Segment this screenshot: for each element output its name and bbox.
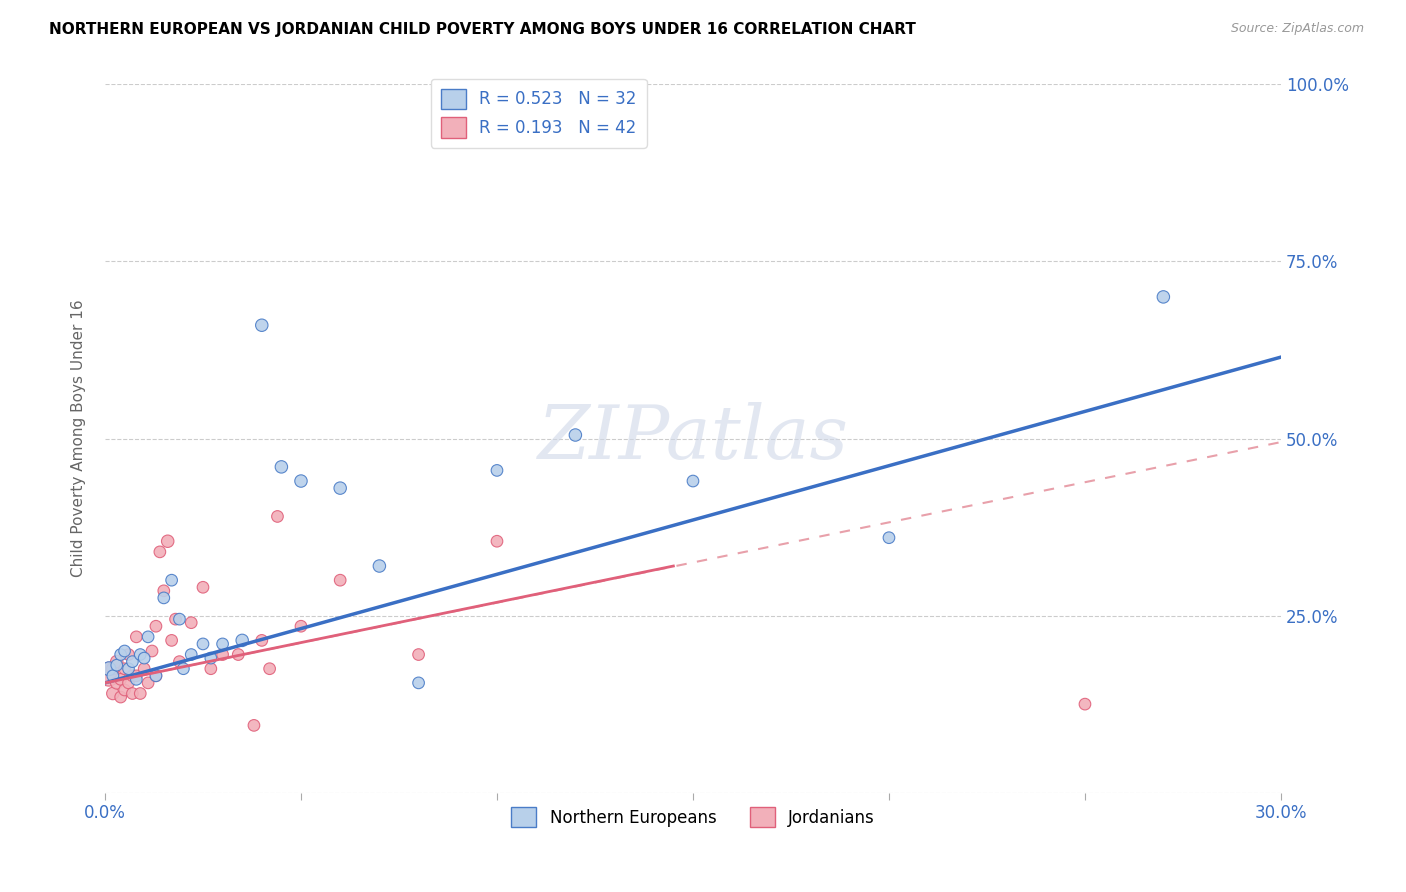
- Point: [101, 662, 124, 676]
- Point: [329, 481, 352, 495]
- Point: [129, 686, 152, 700]
- Point: [156, 534, 179, 549]
- Point: [114, 644, 136, 658]
- Point: [125, 673, 148, 687]
- Point: [110, 690, 132, 704]
- Point: [136, 630, 159, 644]
- Point: [110, 648, 132, 662]
- Point: [160, 633, 183, 648]
- Point: [101, 669, 124, 683]
- Point: [125, 669, 148, 683]
- Point: [141, 644, 163, 658]
- Point: [250, 318, 273, 333]
- Point: [145, 619, 167, 633]
- Point: [231, 633, 253, 648]
- Point: [114, 683, 136, 698]
- Point: [145, 669, 167, 683]
- Point: [408, 676, 430, 690]
- Point: [270, 459, 292, 474]
- Point: [114, 662, 136, 676]
- Point: [290, 474, 312, 488]
- Point: [329, 573, 352, 587]
- Text: NORTHERN EUROPEAN VS JORDANIAN CHILD POVERTY AMONG BOYS UNDER 16 CORRELATION CHA: NORTHERN EUROPEAN VS JORDANIAN CHILD POV…: [49, 22, 917, 37]
- Point: [169, 612, 191, 626]
- Point: [105, 655, 128, 669]
- Point: [165, 612, 187, 626]
- Point: [117, 662, 139, 676]
- Point: [211, 637, 233, 651]
- Point: [121, 655, 143, 669]
- Point: [1152, 290, 1174, 304]
- Point: [105, 658, 128, 673]
- Point: [180, 648, 202, 662]
- Point: [125, 630, 148, 644]
- Point: [877, 531, 900, 545]
- Point: [97, 662, 120, 676]
- Point: [97, 669, 120, 683]
- Text: ZIPatlas: ZIPatlas: [537, 402, 848, 475]
- Point: [243, 718, 266, 732]
- Point: [169, 655, 191, 669]
- Point: [136, 676, 159, 690]
- Point: [368, 559, 391, 574]
- Point: [191, 580, 214, 594]
- Point: [408, 648, 430, 662]
- Point: [149, 545, 172, 559]
- Point: [129, 648, 152, 662]
- Point: [134, 651, 156, 665]
- Point: [200, 651, 222, 665]
- Point: [180, 615, 202, 630]
- Point: [682, 474, 704, 488]
- Point: [160, 573, 183, 587]
- Point: [250, 633, 273, 648]
- Point: [485, 534, 508, 549]
- Point: [226, 648, 249, 662]
- Point: [152, 591, 174, 605]
- Y-axis label: Child Poverty Among Boys Under 16: Child Poverty Among Boys Under 16: [72, 300, 86, 577]
- Point: [145, 669, 167, 683]
- Point: [266, 509, 288, 524]
- Point: [152, 583, 174, 598]
- Point: [290, 619, 312, 633]
- Point: [97, 662, 120, 676]
- Point: [200, 662, 222, 676]
- Point: [191, 637, 214, 651]
- Point: [105, 676, 128, 690]
- Text: Source: ZipAtlas.com: Source: ZipAtlas.com: [1230, 22, 1364, 36]
- Point: [172, 662, 194, 676]
- Point: [110, 673, 132, 687]
- Point: [134, 662, 156, 676]
- Point: [101, 686, 124, 700]
- Point: [564, 428, 586, 442]
- Point: [485, 463, 508, 477]
- Point: [1074, 697, 1097, 711]
- Point: [211, 648, 233, 662]
- Point: [117, 648, 139, 662]
- Point: [121, 686, 143, 700]
- Legend: Northern Europeans, Jordanians: Northern Europeans, Jordanians: [505, 800, 882, 834]
- Point: [259, 662, 281, 676]
- Point: [117, 676, 139, 690]
- Point: [121, 669, 143, 683]
